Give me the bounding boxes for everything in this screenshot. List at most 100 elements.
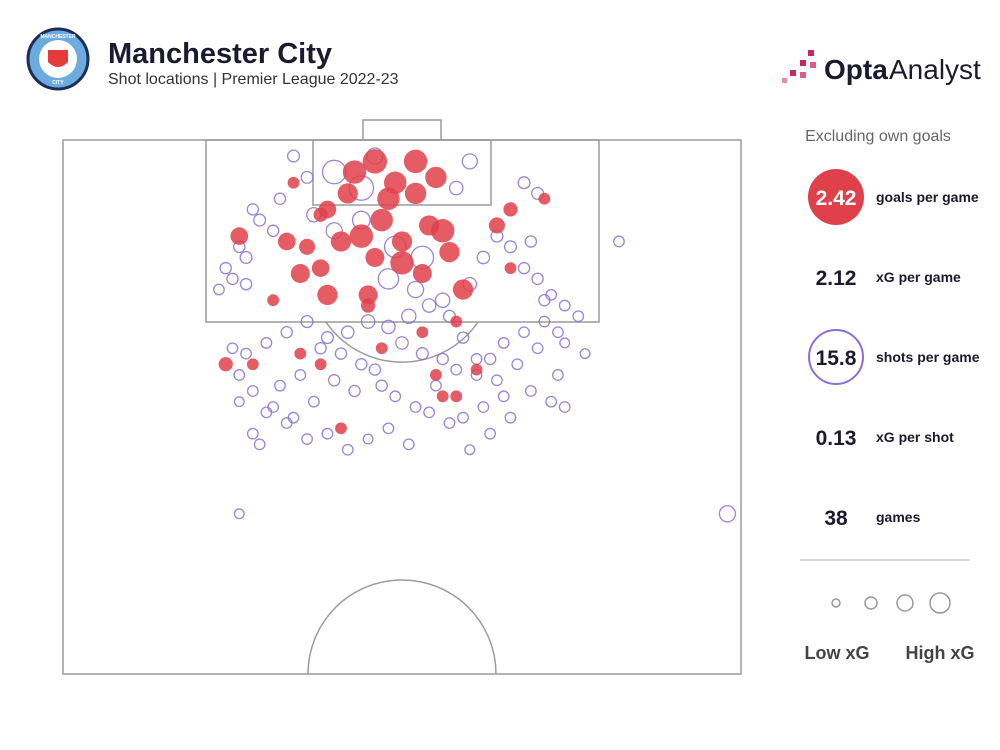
goal xyxy=(375,342,388,355)
crest: MANCHESTER CITY xyxy=(26,27,90,91)
shot xyxy=(360,314,376,329)
shot xyxy=(461,153,478,170)
logo-square xyxy=(808,50,814,56)
shot xyxy=(321,427,334,440)
shot xyxy=(511,358,524,371)
logo-square xyxy=(790,70,796,76)
shot xyxy=(524,385,537,397)
shot xyxy=(246,203,260,216)
logo-square xyxy=(800,72,806,78)
shot xyxy=(718,505,737,523)
penalty-arc xyxy=(325,321,479,363)
goal xyxy=(294,347,307,360)
logo-square xyxy=(800,60,806,66)
shot xyxy=(362,433,374,445)
shot xyxy=(266,224,280,238)
shot xyxy=(434,292,451,308)
goal xyxy=(246,358,259,371)
shot xyxy=(219,261,232,275)
legend-size-key xyxy=(831,598,841,608)
goal xyxy=(337,183,358,204)
shot xyxy=(300,315,314,329)
shot xyxy=(340,325,355,340)
stat-value: 15.8 xyxy=(816,347,857,370)
shot xyxy=(239,250,253,265)
goal xyxy=(349,224,374,248)
stat-value: 2.42 xyxy=(816,187,857,210)
goal xyxy=(403,149,428,174)
goal xyxy=(450,315,463,328)
goal xyxy=(317,284,338,305)
shot xyxy=(545,395,558,408)
shot xyxy=(484,427,497,440)
shot xyxy=(524,235,538,248)
shot xyxy=(246,427,259,440)
goal xyxy=(538,192,551,205)
shot xyxy=(382,422,395,435)
shot xyxy=(457,411,469,424)
shot xyxy=(260,406,273,419)
shot xyxy=(389,390,402,403)
shot xyxy=(320,331,334,345)
goal xyxy=(335,422,347,435)
shot xyxy=(558,401,571,413)
note: Excluding own goals xyxy=(805,128,951,145)
shot xyxy=(491,374,503,387)
shot xyxy=(348,384,361,398)
goal xyxy=(404,182,427,205)
goal xyxy=(412,264,432,283)
goal xyxy=(390,251,414,275)
stat-value: 38 xyxy=(824,507,848,530)
stat-label: shots per game xyxy=(876,349,980,365)
pitch xyxy=(62,119,742,675)
shot xyxy=(497,390,510,403)
logo-square xyxy=(782,78,787,83)
stat-badge xyxy=(808,329,864,385)
shot xyxy=(503,240,518,254)
goal xyxy=(470,363,483,376)
stat-label: games xyxy=(876,509,921,525)
shot xyxy=(531,342,544,355)
shot xyxy=(280,417,293,429)
shot xyxy=(517,176,531,190)
shot xyxy=(552,369,564,381)
goal xyxy=(311,259,330,277)
goal xyxy=(313,207,328,222)
goal xyxy=(360,298,376,313)
goal xyxy=(377,187,400,210)
shot xyxy=(327,374,341,387)
shot xyxy=(504,411,517,424)
shot xyxy=(406,280,425,299)
goal xyxy=(452,279,474,300)
shot xyxy=(497,337,510,349)
stat-label: xG per game xyxy=(876,269,961,285)
shot xyxy=(517,261,531,275)
shot xyxy=(301,433,313,445)
centre-circle xyxy=(307,579,497,675)
shot xyxy=(314,342,327,355)
shot xyxy=(531,272,544,286)
shot xyxy=(233,508,245,520)
shot xyxy=(421,298,437,313)
goal xyxy=(503,202,518,217)
stat-value: 0.13 xyxy=(816,427,857,450)
goal xyxy=(429,369,442,381)
shot xyxy=(552,326,564,339)
legend-size-key xyxy=(929,592,951,614)
shot xyxy=(409,401,422,413)
shot xyxy=(477,401,490,413)
legend-size-key xyxy=(896,594,914,612)
shot xyxy=(559,337,571,349)
shot xyxy=(286,149,301,163)
shot xyxy=(464,444,476,456)
shot xyxy=(213,283,225,296)
shot xyxy=(274,379,286,392)
goal xyxy=(430,219,455,243)
goal xyxy=(450,390,463,403)
goal xyxy=(342,160,367,184)
goal xyxy=(358,285,378,305)
goal xyxy=(330,231,352,252)
shot xyxy=(402,438,415,451)
